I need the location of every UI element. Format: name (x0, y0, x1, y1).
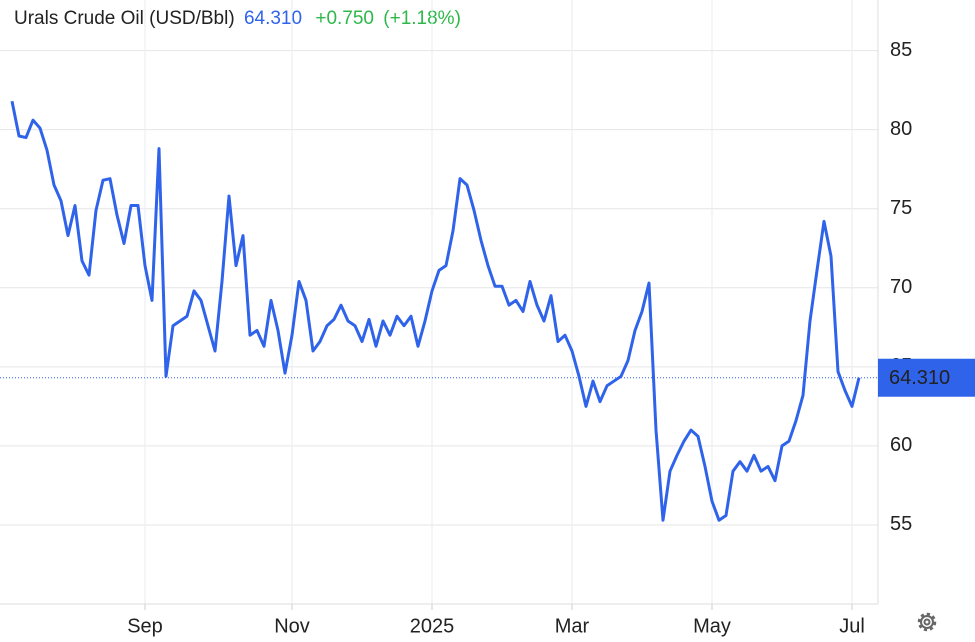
y-tick-label: 75 (890, 197, 912, 219)
last-price-label: 64.310 (889, 367, 950, 389)
price: 64.310 (244, 8, 302, 29)
last-price-box (878, 358, 975, 397)
change: +0.750 (315, 8, 374, 29)
x-tick-label: Nov (274, 615, 310, 637)
y-tick-label: 55 (890, 513, 912, 535)
chart-header: Urals Crude Oil (USD/Bbl) 64.310 +0.750 … (14, 8, 461, 29)
grid (0, 0, 878, 604)
x-tick-label: Jul (839, 615, 865, 637)
price-line (10, 100, 861, 522)
y-tick-label: 80 (890, 118, 912, 140)
x-tick-label: May (693, 615, 731, 637)
y-tick-label: 60 (890, 434, 912, 456)
chart-title: Urals Crude Oil (USD/Bbl) (14, 8, 235, 29)
change-pct: (+1.18%) (383, 8, 461, 29)
x-tick-label: 2025 (410, 615, 455, 637)
x-tick-label: Mar (555, 615, 590, 637)
x-tick-label: Sep (127, 615, 163, 637)
settings-icon[interactable] (917, 612, 937, 632)
y-tick-label: 70 (890, 276, 912, 298)
gear-teeth (917, 612, 937, 632)
gear-hole (923, 618, 931, 626)
gear-body (920, 615, 934, 629)
y-tick-label: 85 (890, 39, 912, 61)
